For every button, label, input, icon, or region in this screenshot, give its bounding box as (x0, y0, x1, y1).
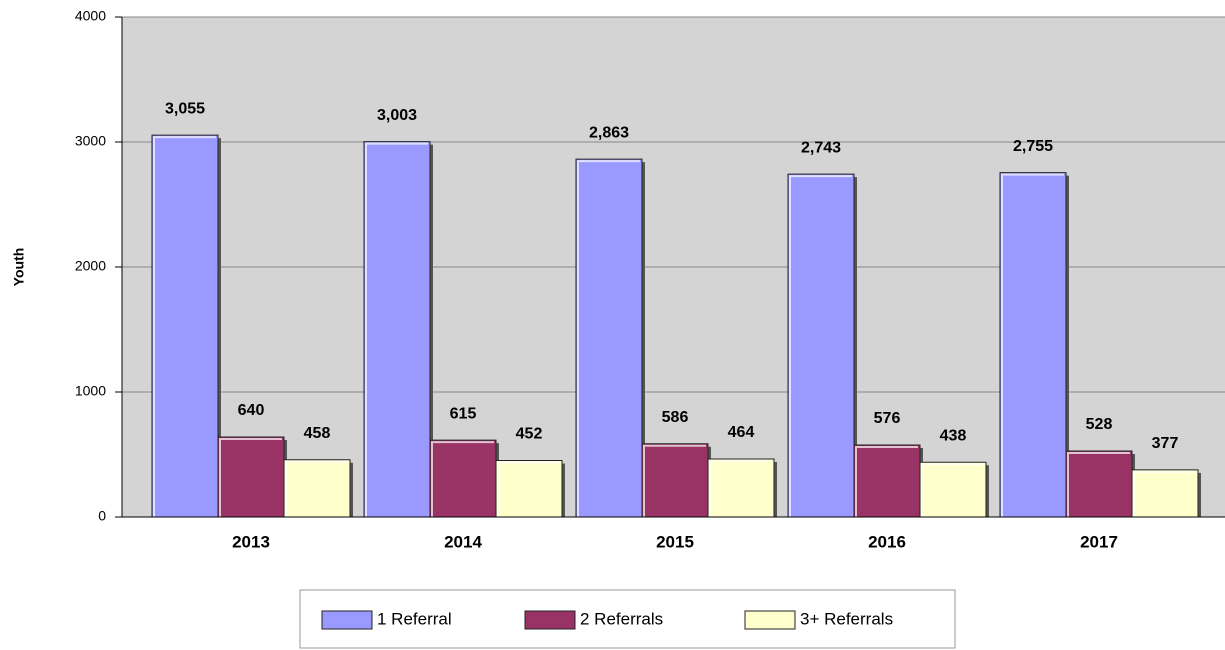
data-label: 615 (450, 405, 477, 422)
bar-highlight (153, 136, 216, 517)
data-label: 528 (1086, 416, 1113, 433)
x-tick-label: 2016 (868, 532, 906, 551)
bar-highlight (1001, 173, 1064, 517)
legend-box (299, 589, 956, 649)
bar-highlight (921, 463, 984, 517)
bar-highlight (709, 460, 772, 517)
legend-swatch (744, 610, 796, 630)
bar (575, 158, 643, 518)
data-label: 2,755 (1013, 138, 1053, 155)
x-tick-label: 2017 (1080, 532, 1118, 551)
data-label: 377 (1152, 435, 1179, 452)
bar (151, 134, 219, 518)
x-tick-label: 2015 (656, 532, 694, 551)
bar (787, 173, 855, 518)
bar-highlight (855, 446, 918, 517)
data-label: 452 (516, 426, 543, 443)
legend-label: 3+ Referrals (800, 609, 893, 628)
legend-label: 2 Referrals (580, 609, 663, 628)
data-label: 640 (238, 402, 265, 419)
x-tick-label: 2014 (444, 532, 482, 551)
data-label: 464 (728, 424, 755, 441)
data-label: 586 (662, 409, 689, 426)
bar (283, 459, 351, 518)
bar (641, 443, 709, 518)
bar-highlight (431, 441, 494, 517)
y-tick-label: 4000 (75, 8, 106, 24)
bar-highlight (497, 461, 560, 517)
bar (999, 172, 1067, 518)
x-tick-label: 2013 (232, 532, 270, 551)
data-label: 576 (874, 410, 901, 427)
bar-highlight (219, 438, 282, 517)
data-label: 438 (940, 427, 967, 444)
bar-highlight (1067, 452, 1130, 517)
bar-highlight (789, 175, 852, 517)
y-tick-label: 2000 (75, 258, 106, 274)
data-label: 3,055 (165, 100, 205, 117)
bar-highlight (285, 460, 348, 517)
y-tick-label: 3000 (75, 133, 106, 149)
bar-highlight (577, 160, 640, 517)
bar (1065, 450, 1133, 518)
bar (495, 460, 563, 518)
data-label: 2,743 (801, 139, 841, 156)
bar-highlight (1133, 470, 1196, 517)
data-label: 458 (304, 425, 331, 442)
bar (429, 439, 497, 518)
bar-highlight (643, 444, 706, 517)
y-axis-label: Youth (11, 248, 27, 287)
bar (217, 436, 285, 518)
bar (363, 141, 431, 518)
bar (1131, 469, 1199, 518)
data-label: 3,003 (377, 107, 417, 124)
y-tick-label: 1000 (75, 383, 106, 399)
y-tick-label: 0 (98, 508, 106, 524)
legend: 1 Referral 2 Referrals 3+ Referrals (299, 589, 956, 649)
bar (707, 458, 775, 518)
legend-label: 1 Referral (377, 609, 452, 628)
bar-highlight (365, 142, 428, 517)
legend-swatch (321, 610, 373, 630)
bar (919, 461, 987, 518)
legend-swatch (524, 610, 576, 630)
bar (853, 444, 921, 518)
data-label: 2,863 (589, 124, 629, 141)
